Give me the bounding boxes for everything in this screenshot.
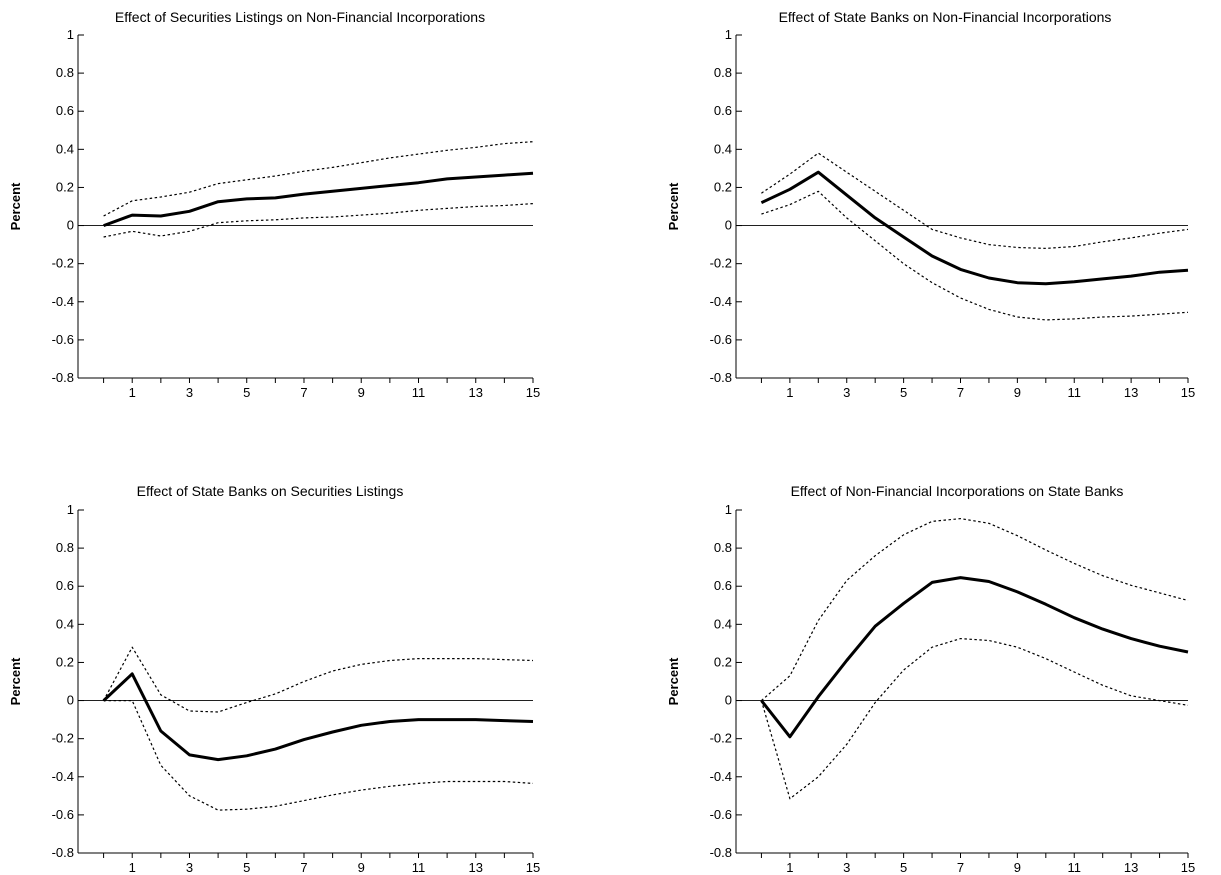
- y-tick-label: -0.2: [52, 256, 74, 271]
- y-tick-label: -0.2: [710, 256, 732, 271]
- y-axis-label: Percent: [666, 182, 681, 230]
- x-tick-label: 9: [358, 385, 365, 400]
- y-tick-label: 0.8: [56, 540, 74, 555]
- y-axis-label: Percent: [666, 657, 681, 705]
- x-tick-label: 7: [957, 860, 964, 875]
- x-tick-label: 1: [129, 860, 136, 875]
- y-tick-label: -0.2: [710, 731, 732, 746]
- y-tick-label: -0.4: [52, 294, 74, 309]
- lower-band-line: [760, 637, 1189, 800]
- upper-band-line: [103, 141, 534, 217]
- x-tick-label: 15: [1181, 385, 1195, 400]
- y-tick-label: 0.6: [56, 103, 74, 118]
- x-tick-label: 9: [1014, 860, 1021, 875]
- x-tick-label: 13: [469, 860, 483, 875]
- x-tick-label: 11: [412, 860, 426, 875]
- y-tick-label: 0.6: [56, 578, 74, 593]
- chart-panel-4: Effect of Non-Financial Incorporations o…: [666, 483, 1195, 875]
- lower-band-line: [761, 190, 1189, 321]
- response-line: [102, 672, 534, 762]
- x-tick-label: 15: [526, 860, 540, 875]
- x-tick-label: 3: [186, 860, 193, 875]
- y-tick-label: -0.2: [52, 731, 74, 746]
- y-tick-label: 0.2: [714, 179, 732, 194]
- y-tick-label: 0.6: [714, 103, 732, 118]
- x-tick-label: 9: [1014, 385, 1021, 400]
- chart-title: Effect of State Banks on Non-Financial I…: [779, 9, 1112, 25]
- x-tick-label: 1: [129, 385, 136, 400]
- y-tick-label: -0.6: [710, 332, 732, 347]
- y-tick-label: 0.8: [56, 65, 74, 80]
- y-tick-label: -0.4: [52, 769, 74, 784]
- upper-band-line: [761, 517, 1189, 702]
- y-axis-label: Percent: [8, 182, 23, 230]
- x-tick-label: 5: [900, 860, 907, 875]
- response-line: [103, 171, 534, 228]
- y-tick-label: 0.4: [56, 141, 74, 156]
- lower-band-line: [103, 203, 534, 238]
- x-tick-label: 3: [843, 385, 850, 400]
- response-line: [760, 576, 1189, 739]
- x-tick-label: 11: [1067, 860, 1081, 875]
- x-tick-label: 11: [412, 385, 426, 400]
- x-tick-label: 3: [186, 385, 193, 400]
- x-tick-label: 7: [300, 385, 307, 400]
- y-tick-label: 0.2: [56, 179, 74, 194]
- y-tick-label: 1: [725, 27, 732, 42]
- y-tick-label: -0.8: [52, 845, 74, 860]
- x-tick-label: 5: [900, 385, 907, 400]
- y-tick-label: 0: [725, 218, 732, 233]
- x-tick-label: 7: [300, 860, 307, 875]
- y-tick-label: 0.2: [714, 654, 732, 669]
- y-tick-label: 0: [725, 693, 732, 708]
- lower-band-line: [103, 699, 534, 811]
- upper-band-line: [761, 152, 1189, 249]
- y-tick-label: 0.4: [56, 616, 74, 631]
- y-tick-label: 0: [67, 218, 74, 233]
- x-tick-label: 11: [1067, 385, 1081, 400]
- response-line: [760, 170, 1189, 286]
- y-tick-label: 1: [67, 502, 74, 517]
- x-tick-label: 3: [843, 860, 850, 875]
- x-tick-label: 9: [358, 860, 365, 875]
- y-tick-label: 0: [67, 693, 74, 708]
- x-tick-label: 5: [243, 860, 250, 875]
- chart-title: Effect of Securities Listings on Non-Fin…: [115, 9, 485, 25]
- y-tick-label: 0.6: [714, 578, 732, 593]
- x-tick-label: 1: [786, 385, 793, 400]
- y-tick-label: 0.4: [714, 141, 732, 156]
- y-tick-label: 0.4: [714, 616, 732, 631]
- x-tick-label: 1: [786, 860, 793, 875]
- y-tick-label: 0.8: [714, 65, 732, 80]
- x-tick-label: 7: [957, 385, 964, 400]
- x-tick-label: 15: [526, 385, 540, 400]
- x-tick-label: 13: [469, 385, 483, 400]
- y-tick-label: -0.6: [52, 807, 74, 822]
- y-tick-label: -0.8: [52, 370, 74, 385]
- y-tick-label: -0.6: [52, 332, 74, 347]
- chart-panel-2: Effect of State Banks on Non-Financial I…: [666, 9, 1195, 400]
- y-tick-label: 0.8: [714, 540, 732, 555]
- y-tick-label: -0.4: [710, 294, 732, 309]
- chart-panel-3: Effect of State Banks on Securities List…: [8, 483, 540, 875]
- y-tick-label: -0.6: [710, 807, 732, 822]
- y-tick-label: -0.4: [710, 769, 732, 784]
- y-tick-label: -0.8: [710, 845, 732, 860]
- chart-panel-1: Effect of Securities Listings on Non-Fin…: [8, 9, 540, 400]
- y-tick-label: 0.2: [56, 654, 74, 669]
- x-tick-label: 13: [1124, 385, 1138, 400]
- x-tick-label: 5: [243, 385, 250, 400]
- y-tick-label: 1: [725, 502, 732, 517]
- y-tick-label: 1: [67, 27, 74, 42]
- chart-title: Effect of State Banks on Securities List…: [137, 483, 404, 499]
- upper-band-line: [103, 646, 534, 713]
- x-tick-label: 13: [1124, 860, 1138, 875]
- chart-title: Effect of Non-Financial Incorporations o…: [791, 483, 1124, 499]
- y-axis-label: Percent: [8, 657, 23, 705]
- x-tick-label: 15: [1181, 860, 1195, 875]
- y-tick-label: -0.8: [710, 370, 732, 385]
